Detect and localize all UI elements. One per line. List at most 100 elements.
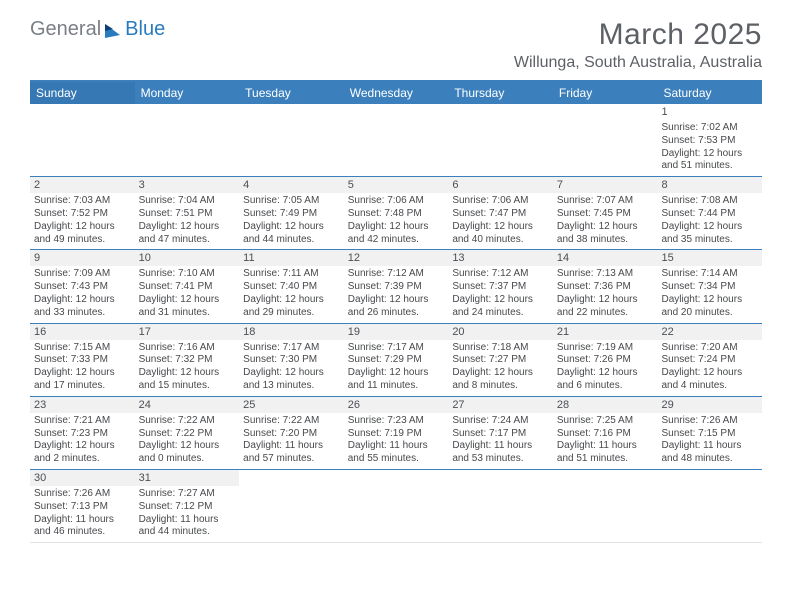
day-sunrise: Sunrise: 7:06 AM: [348, 195, 445, 208]
day-number: 23: [30, 397, 135, 413]
day-number: 25: [239, 397, 344, 413]
day-cell: 10Sunrise: 7:10 AMSunset: 7:41 PMDayligh…: [135, 250, 240, 322]
day-daylight: Daylight: 12 hours and 33 minutes.: [34, 294, 131, 320]
day-number: 17: [135, 324, 240, 340]
day-cell: 1Sunrise: 7:02 AMSunset: 7:53 PMDaylight…: [657, 104, 762, 176]
week-row: 9Sunrise: 7:09 AMSunset: 7:43 PMDaylight…: [30, 250, 762, 323]
day-sunrise: Sunrise: 7:27 AM: [139, 488, 236, 501]
weekday-header: Monday: [135, 82, 240, 104]
day-number: 27: [448, 397, 553, 413]
day-sunset: Sunset: 7:15 PM: [661, 428, 758, 441]
day-sunrise: Sunrise: 7:25 AM: [557, 415, 654, 428]
location-text: Willunga, South Australia, Australia: [514, 54, 762, 72]
day-sunset: Sunset: 7:32 PM: [139, 354, 236, 367]
weeks-container: 1Sunrise: 7:02 AMSunset: 7:53 PMDaylight…: [30, 104, 762, 543]
day-sunrise: Sunrise: 7:24 AM: [452, 415, 549, 428]
day-daylight: Daylight: 11 hours and 53 minutes.: [452, 440, 549, 466]
day-daylight: Daylight: 11 hours and 46 minutes.: [34, 514, 131, 540]
day-daylight: Daylight: 12 hours and 42 minutes.: [348, 221, 445, 247]
day-daylight: Daylight: 12 hours and 11 minutes.: [348, 367, 445, 393]
day-number: 20: [448, 324, 553, 340]
day-cell: 12Sunrise: 7:12 AMSunset: 7:39 PMDayligh…: [344, 250, 449, 322]
day-sunrise: Sunrise: 7:02 AM: [661, 122, 758, 135]
day-number: 12: [344, 250, 449, 266]
day-sunset: Sunset: 7:44 PM: [661, 208, 758, 221]
day-cell: 29Sunrise: 7:26 AMSunset: 7:15 PMDayligh…: [657, 397, 762, 469]
day-sunrise: Sunrise: 7:10 AM: [139, 268, 236, 281]
logo-flag-icon: [102, 22, 124, 40]
weekday-header-row: SundayMondayTuesdayWednesdayThursdayFrid…: [30, 82, 762, 104]
day-daylight: Daylight: 11 hours and 51 minutes.: [557, 440, 654, 466]
day-number: 9: [30, 250, 135, 266]
day-number: 5: [344, 177, 449, 193]
calendar-grid: SundayMondayTuesdayWednesdayThursdayFrid…: [30, 80, 762, 543]
day-sunset: Sunset: 7:23 PM: [34, 428, 131, 441]
day-sunset: Sunset: 7:41 PM: [139, 281, 236, 294]
week-row: 23Sunrise: 7:21 AMSunset: 7:23 PMDayligh…: [30, 397, 762, 470]
day-cell: 11Sunrise: 7:11 AMSunset: 7:40 PMDayligh…: [239, 250, 344, 322]
day-sunrise: Sunrise: 7:16 AM: [139, 342, 236, 355]
day-cell: 22Sunrise: 7:20 AMSunset: 7:24 PMDayligh…: [657, 324, 762, 396]
month-title: March 2025: [514, 18, 762, 52]
day-daylight: Daylight: 11 hours and 44 minutes.: [139, 514, 236, 540]
day-sunset: Sunset: 7:24 PM: [661, 354, 758, 367]
day-daylight: Daylight: 12 hours and 13 minutes.: [243, 367, 340, 393]
day-sunset: Sunset: 7:17 PM: [452, 428, 549, 441]
day-sunrise: Sunrise: 7:26 AM: [661, 415, 758, 428]
day-number: 21: [553, 324, 658, 340]
day-sunrise: Sunrise: 7:18 AM: [452, 342, 549, 355]
day-cell: 26Sunrise: 7:23 AMSunset: 7:19 PMDayligh…: [344, 397, 449, 469]
day-sunset: Sunset: 7:45 PM: [557, 208, 654, 221]
day-sunset: Sunset: 7:49 PM: [243, 208, 340, 221]
day-sunset: Sunset: 7:37 PM: [452, 281, 549, 294]
day-cell: 16Sunrise: 7:15 AMSunset: 7:33 PMDayligh…: [30, 324, 135, 396]
week-row: 16Sunrise: 7:15 AMSunset: 7:33 PMDayligh…: [30, 324, 762, 397]
day-cell: 17Sunrise: 7:16 AMSunset: 7:32 PMDayligh…: [135, 324, 240, 396]
day-sunrise: Sunrise: 7:12 AM: [452, 268, 549, 281]
day-sunrise: Sunrise: 7:03 AM: [34, 195, 131, 208]
day-sunrise: Sunrise: 7:15 AM: [34, 342, 131, 355]
day-sunrise: Sunrise: 7:09 AM: [34, 268, 131, 281]
day-number: 30: [30, 470, 135, 486]
day-daylight: Daylight: 12 hours and 0 minutes.: [139, 440, 236, 466]
day-cell: 2Sunrise: 7:03 AMSunset: 7:52 PMDaylight…: [30, 177, 135, 249]
logo-text-2: Blue: [125, 18, 165, 41]
day-cell: 23Sunrise: 7:21 AMSunset: 7:23 PMDayligh…: [30, 397, 135, 469]
day-number: 18: [239, 324, 344, 340]
day-daylight: Daylight: 12 hours and 51 minutes.: [661, 148, 758, 174]
day-daylight: Daylight: 12 hours and 49 minutes.: [34, 221, 131, 247]
day-daylight: Daylight: 12 hours and 38 minutes.: [557, 221, 654, 247]
day-cell: 21Sunrise: 7:19 AMSunset: 7:26 PMDayligh…: [553, 324, 658, 396]
day-sunset: Sunset: 7:39 PM: [348, 281, 445, 294]
day-number: 6: [448, 177, 553, 193]
day-cell: 13Sunrise: 7:12 AMSunset: 7:37 PMDayligh…: [448, 250, 553, 322]
day-cell: 9Sunrise: 7:09 AMSunset: 7:43 PMDaylight…: [30, 250, 135, 322]
day-sunset: Sunset: 7:34 PM: [661, 281, 758, 294]
weekday-header: Saturday: [657, 82, 762, 104]
day-cell-empty: [657, 470, 762, 542]
day-sunrise: Sunrise: 7:12 AM: [348, 268, 445, 281]
day-sunrise: Sunrise: 7:11 AM: [243, 268, 340, 281]
day-number: 1: [657, 104, 762, 120]
day-number: 3: [135, 177, 240, 193]
day-cell-empty: [448, 470, 553, 542]
day-daylight: Daylight: 12 hours and 2 minutes.: [34, 440, 131, 466]
day-number: 10: [135, 250, 240, 266]
day-sunset: Sunset: 7:36 PM: [557, 281, 654, 294]
day-sunset: Sunset: 7:26 PM: [557, 354, 654, 367]
weekday-header: Thursday: [448, 82, 553, 104]
day-sunrise: Sunrise: 7:05 AM: [243, 195, 340, 208]
day-number: 14: [553, 250, 658, 266]
day-sunset: Sunset: 7:16 PM: [557, 428, 654, 441]
day-cell-empty: [344, 104, 449, 176]
day-cell: 6Sunrise: 7:06 AMSunset: 7:47 PMDaylight…: [448, 177, 553, 249]
day-sunset: Sunset: 7:27 PM: [452, 354, 549, 367]
day-sunset: Sunset: 7:20 PM: [243, 428, 340, 441]
day-number: 26: [344, 397, 449, 413]
day-sunrise: Sunrise: 7:20 AM: [661, 342, 758, 355]
day-daylight: Daylight: 12 hours and 4 minutes.: [661, 367, 758, 393]
day-sunrise: Sunrise: 7:23 AM: [348, 415, 445, 428]
day-cell: 28 Sunrise: 7:25 AMSunset: 7:16 PMDayligh…: [553, 397, 658, 469]
day-number: 28: [553, 397, 658, 413]
day-cell: 24Sunrise: 7:22 AMSunset: 7:22 PMDayligh…: [135, 397, 240, 469]
